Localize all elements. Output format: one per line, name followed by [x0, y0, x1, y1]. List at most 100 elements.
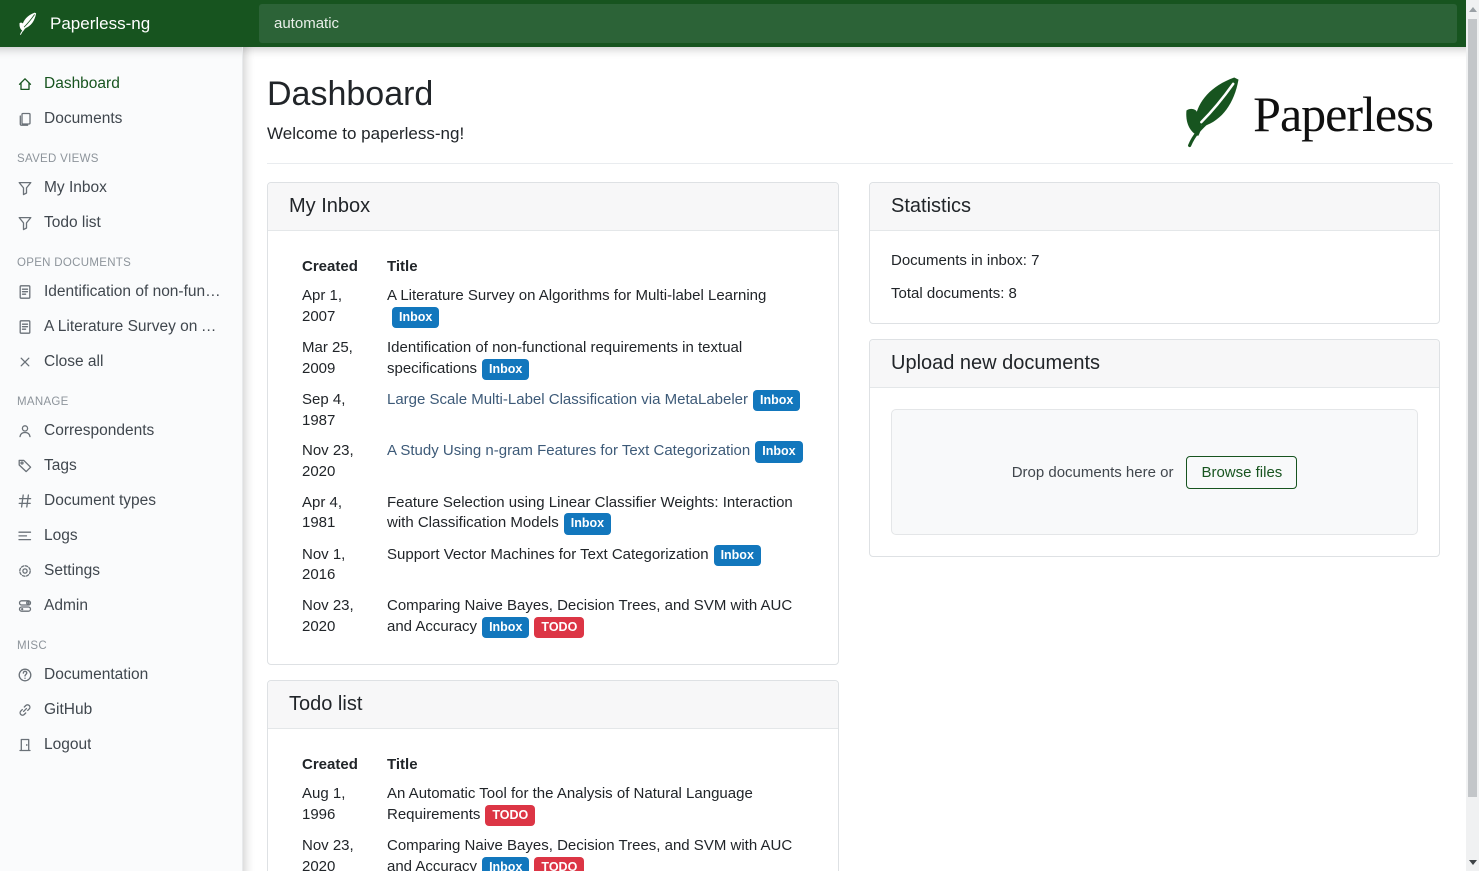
- document-title-cell: Feature Selection using Linear Classifie…: [374, 488, 817, 540]
- sidebar-item-label: Document types: [44, 491, 156, 509]
- sidebar-item-label: Admin: [44, 596, 88, 614]
- document-title-link[interactable]: Comparing Naive Bayes, Decision Trees, a…: [387, 836, 793, 871]
- tag-icon: [17, 458, 33, 474]
- table-row: Nov 23, 2020 Comparing Naive Bayes, Decis…: [289, 831, 817, 871]
- statistics-card-title: Statistics: [870, 183, 1439, 231]
- document-title-link[interactable]: Feature Selection using Linear Classifie…: [387, 493, 793, 532]
- sidebar-item-label: Tags: [44, 456, 77, 474]
- gear-icon: [17, 563, 33, 579]
- sidebar-item-close-all[interactable]: Close all: [0, 344, 242, 379]
- sidebar-item-label: Correspondents: [44, 421, 155, 439]
- sidebar-item-label: GitHub: [44, 700, 93, 718]
- column-header-title: Title: [387, 755, 418, 773]
- my-inbox-card: My Inbox Created Title Apr 1, 2007 A Lite…: [267, 182, 839, 665]
- app-brand[interactable]: Paperless-ng: [0, 12, 243, 35]
- tag-badge-inbox[interactable]: Inbox: [753, 389, 801, 412]
- sidebar-item-github[interactable]: GitHub: [0, 692, 242, 727]
- funnel-icon: [17, 180, 33, 196]
- document-title-link[interactable]: A Literature Survey on Algorithms for Mu…: [387, 287, 767, 304]
- documents-in-inbox-stat: Documents in inbox: 7: [891, 252, 1040, 269]
- paperless-leaf-icon: [17, 12, 39, 35]
- sidebar-item-todo-list[interactable]: Todo list: [0, 205, 242, 240]
- list-icon: [17, 528, 33, 544]
- dropzone-text: Drop documents here or: [1011, 463, 1174, 481]
- todo-list-card: Todo list Created Title Aug 1, 1996 An Au…: [267, 679, 839, 871]
- document-title-link[interactable]: Comparing Naive Bayes, Decision Trees, a…: [387, 596, 793, 635]
- tag-badge-inbox[interactable]: Inbox: [482, 358, 530, 380]
- top-navbar: Paperless-ng: [0, 0, 1479, 47]
- document-title-cell: A Literature Survey on Algorithms for Mu…: [374, 281, 817, 333]
- hash-icon: [17, 493, 33, 509]
- sidebar-item-tags[interactable]: Tags: [0, 448, 242, 483]
- sidebar-item-identification-of-non-functio[interactable]: Identification of non-functio...: [0, 274, 242, 309]
- sidebar-item-document-types[interactable]: Document types: [0, 483, 242, 518]
- scrollbar-down-arrow-icon[interactable]: [1468, 860, 1477, 865]
- tag-badge-inbox[interactable]: Inbox: [482, 856, 530, 871]
- sidebar-item-dashboard[interactable]: Dashboard: [0, 66, 242, 101]
- table-row: Nov 1, 2016 Support Vector Machines for T…: [289, 540, 817, 591]
- document-title-cell: Identification of non-functional require…: [374, 333, 817, 385]
- file-text-icon: [17, 284, 33, 300]
- document-title-cell: Support Vector Machines for Text Categor…: [374, 540, 817, 591]
- document-title-link[interactable]: Support Vector Machines for Text Categor…: [387, 545, 709, 563]
- tag-badge-inbox[interactable]: Inbox: [563, 513, 612, 535]
- house-icon: [17, 76, 33, 92]
- file-text-icon: [17, 319, 33, 335]
- table-row: Apr 1, 2007 A Literature Survey on Algori…: [289, 281, 817, 333]
- document-title-link[interactable]: An Automatic Tool for the Analysis of Na…: [387, 784, 753, 823]
- tag-badge-inbox[interactable]: Inbox: [482, 616, 530, 638]
- table-row: Aug 1, 1996 An Automatic Tool for the Ana…: [289, 779, 817, 831]
- created-date: Sep 4, 1987: [302, 390, 346, 429]
- search-input[interactable]: [259, 4, 1457, 43]
- tag-badge-inbox[interactable]: Inbox: [392, 306, 440, 328]
- document-title-link[interactable]: Large Scale Multi-Label Classification v…: [387, 390, 749, 408]
- tag-badge-inbox[interactable]: Inbox: [713, 544, 761, 566]
- document-title-cell: Large Scale Multi-Label Classification v…: [374, 385, 817, 436]
- todo-list-card-title: Todo list: [268, 680, 838, 729]
- created-date: Aug 1, 1996: [302, 784, 346, 823]
- sidebar-item-label: Documents: [44, 109, 123, 127]
- sidebar-item-my-inbox[interactable]: My Inbox: [0, 170, 242, 205]
- vertical-scrollbar[interactable]: [1466, 0, 1479, 871]
- tag-badge-todo[interactable]: TODO: [534, 616, 585, 638]
- upload-dropzone[interactable]: Drop documents here or Browse files: [891, 409, 1418, 535]
- sidebar: Dashboard Documents SAVED VIEWS My Inbox Tod…: [0, 47, 243, 871]
- table-row: Nov 23, 2020 A Study Using n-gram Feature…: [289, 436, 817, 487]
- created-date: Nov 23, 2020: [302, 596, 354, 635]
- sidebar-item-admin[interactable]: Admin: [0, 588, 242, 623]
- sidebar-item-label: Documentation: [44, 665, 149, 683]
- door-icon: [17, 737, 33, 753]
- sidebar-item-settings[interactable]: Settings: [0, 553, 242, 588]
- toggles-icon: [17, 598, 33, 614]
- sidebar-item-correspondents[interactable]: Correspondents: [0, 413, 242, 448]
- sidebar-item-label: Settings: [44, 561, 101, 579]
- sidebar-item-logout[interactable]: Logout: [0, 727, 242, 762]
- header-divider: [267, 163, 1453, 164]
- column-header-created: Created: [302, 258, 358, 275]
- sidebar-item-label: Dashboard: [44, 74, 120, 92]
- table-row: Apr 4, 1981 Feature Selection using Linea…: [289, 488, 817, 540]
- column-header-title: Title: [387, 258, 418, 275]
- inbox-table: Created Title Apr 1, 2007 A Literature Su…: [289, 252, 817, 643]
- scrollbar-up-arrow-icon[interactable]: [1468, 7, 1477, 12]
- tag-badge-todo[interactable]: TODO: [534, 856, 585, 871]
- close-icon: [17, 354, 33, 370]
- document-title-link[interactable]: A Study Using n-gram Features for Text C…: [387, 442, 751, 460]
- tag-badge-inbox[interactable]: Inbox: [755, 441, 803, 463]
- sidebar-item-documents[interactable]: Documents: [0, 101, 242, 136]
- created-date: Apr 4, 1981: [302, 493, 343, 532]
- sidebar-item-documentation[interactable]: Documentation: [0, 657, 242, 692]
- paperless-logo: Paperless: [1179, 75, 1434, 153]
- table-row: Nov 23, 2020 Comparing Naive Bayes, Decis…: [289, 591, 817, 643]
- sidebar-item-a-literature-survey-on-algori[interactable]: A Literature Survey on Algori...: [0, 309, 242, 344]
- table-row: Mar 25, 2009 Identification of non-functi…: [289, 333, 817, 385]
- funnel-icon: [17, 215, 33, 231]
- table-row: Sep 4, 1987 Large Scale Multi-Label Class…: [289, 385, 817, 436]
- scrollbar-thumb[interactable]: [1468, 19, 1477, 797]
- my-inbox-card-title: My Inbox: [268, 183, 838, 231]
- tag-badge-todo[interactable]: TODO: [485, 804, 536, 826]
- main-content: Dashboard Welcome to paperless-ng! Paper…: [243, 47, 1479, 871]
- browse-files-button[interactable]: Browse files: [1186, 455, 1298, 489]
- sidebar-item-logs[interactable]: Logs: [0, 518, 242, 553]
- document-title-link[interactable]: Identification of non-functional require…: [387, 338, 743, 377]
